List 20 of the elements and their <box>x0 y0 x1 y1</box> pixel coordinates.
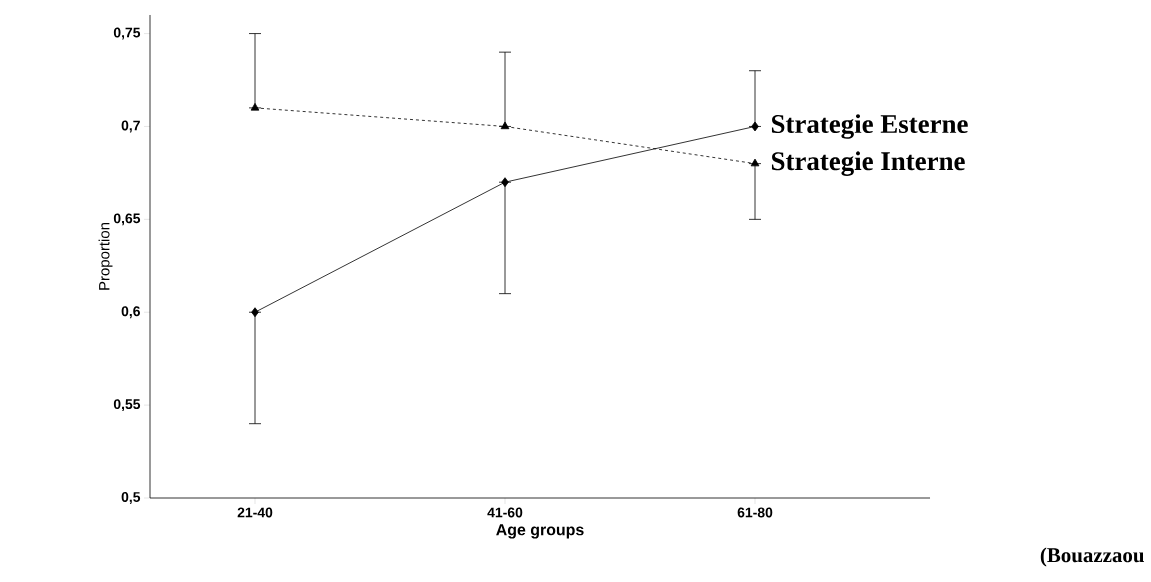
y-tick-label: 0,7 <box>121 120 140 133</box>
series-label: Strategie Esterne <box>771 114 968 139</box>
x-tick-label: 21-40 <box>237 507 273 518</box>
x-axis-title: Age groups <box>496 524 584 539</box>
point <box>501 177 509 188</box>
point <box>250 102 260 111</box>
point <box>750 158 760 167</box>
y-tick-label: 0,5 <box>121 492 141 504</box>
point <box>251 307 259 318</box>
text: (Bouazzaou <box>1040 547 1144 567</box>
y-tick-label: 0,75 <box>113 27 141 40</box>
point <box>751 121 759 132</box>
series-label: Strategie Interne <box>771 151 965 176</box>
x-tick-label: 41-60 <box>487 507 523 518</box>
point <box>500 121 510 130</box>
y-tick-label: 0,6 <box>121 306 140 319</box>
y-axis-title: Proportion <box>98 223 113 290</box>
x-tick-label: 61-80 <box>737 507 773 518</box>
y-tick-label: 0,55 <box>113 399 141 412</box>
y-tick-label: 0,65 <box>113 213 141 226</box>
